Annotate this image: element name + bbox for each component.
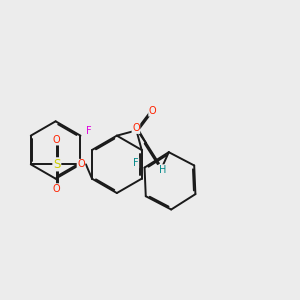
Text: O: O — [132, 123, 140, 134]
Text: F: F — [86, 126, 92, 136]
Text: O: O — [53, 135, 60, 145]
Text: O: O — [53, 184, 60, 194]
Text: O: O — [77, 159, 85, 169]
Text: O: O — [149, 106, 156, 116]
Text: S: S — [53, 158, 60, 171]
Text: F: F — [133, 158, 139, 168]
Text: H: H — [159, 165, 167, 175]
